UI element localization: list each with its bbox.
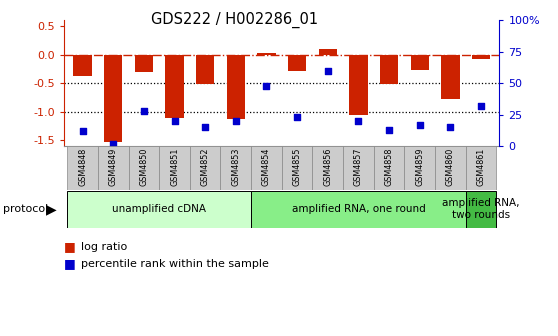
- Text: amplified RNA,
two rounds: amplified RNA, two rounds: [442, 198, 519, 220]
- Text: GSM4861: GSM4861: [477, 148, 485, 186]
- Point: [384, 127, 393, 132]
- Bar: [251, 191, 466, 228]
- Point: [201, 125, 210, 130]
- Bar: [220, 146, 251, 190]
- Text: log ratio: log ratio: [81, 242, 127, 252]
- Text: GSM4851: GSM4851: [170, 148, 179, 186]
- Bar: [374, 146, 405, 190]
- Point: [477, 103, 485, 109]
- Bar: [435, 146, 466, 190]
- Bar: [67, 146, 98, 190]
- Point: [415, 122, 424, 127]
- Bar: [159, 146, 190, 190]
- Bar: [104, 54, 122, 141]
- Point: [292, 115, 301, 120]
- Text: GSM4850: GSM4850: [140, 148, 148, 186]
- Text: ■: ■: [64, 241, 76, 253]
- Bar: [227, 54, 245, 119]
- Bar: [288, 54, 306, 71]
- Text: ▶: ▶: [46, 202, 57, 216]
- Bar: [466, 191, 497, 228]
- Bar: [319, 49, 337, 54]
- Point: [354, 118, 363, 124]
- Text: percentile rank within the sample: percentile rank within the sample: [81, 259, 269, 269]
- Text: amplified RNA, one round: amplified RNA, one round: [291, 204, 425, 214]
- Bar: [380, 54, 398, 84]
- Bar: [128, 146, 159, 190]
- Bar: [98, 146, 128, 190]
- Point: [109, 141, 118, 146]
- Bar: [343, 146, 374, 190]
- Bar: [190, 146, 220, 190]
- Text: ■: ■: [64, 257, 76, 270]
- Point: [78, 128, 87, 134]
- Bar: [73, 54, 92, 76]
- Bar: [405, 146, 435, 190]
- Bar: [67, 191, 251, 228]
- Point: [232, 118, 240, 124]
- Bar: [257, 53, 276, 54]
- Bar: [282, 146, 312, 190]
- Text: GSM4858: GSM4858: [384, 148, 393, 186]
- Bar: [411, 54, 429, 70]
- Text: protocol: protocol: [3, 204, 48, 214]
- Text: GSM4860: GSM4860: [446, 148, 455, 186]
- Point: [323, 68, 332, 73]
- Bar: [134, 54, 153, 72]
- Point: [262, 83, 271, 88]
- Text: GSM4855: GSM4855: [292, 148, 302, 186]
- Text: GSM4848: GSM4848: [78, 148, 87, 186]
- Text: GSM4859: GSM4859: [415, 148, 424, 186]
- Point: [446, 125, 455, 130]
- Text: GDS222 / H002286_01: GDS222 / H002286_01: [151, 12, 318, 28]
- Text: GSM4857: GSM4857: [354, 148, 363, 186]
- Text: GSM4853: GSM4853: [232, 148, 240, 186]
- Text: GSM4854: GSM4854: [262, 148, 271, 186]
- Bar: [196, 54, 214, 84]
- Point: [170, 118, 179, 124]
- Bar: [349, 54, 368, 115]
- Bar: [466, 146, 497, 190]
- Bar: [165, 54, 184, 118]
- Bar: [251, 146, 282, 190]
- Bar: [441, 54, 460, 99]
- Bar: [472, 54, 490, 58]
- Bar: [312, 146, 343, 190]
- Text: GSM4852: GSM4852: [201, 148, 210, 186]
- Text: GSM4849: GSM4849: [109, 148, 118, 186]
- Text: unamplified cDNA: unamplified cDNA: [112, 204, 206, 214]
- Point: [140, 108, 148, 114]
- Text: GSM4856: GSM4856: [323, 148, 332, 186]
